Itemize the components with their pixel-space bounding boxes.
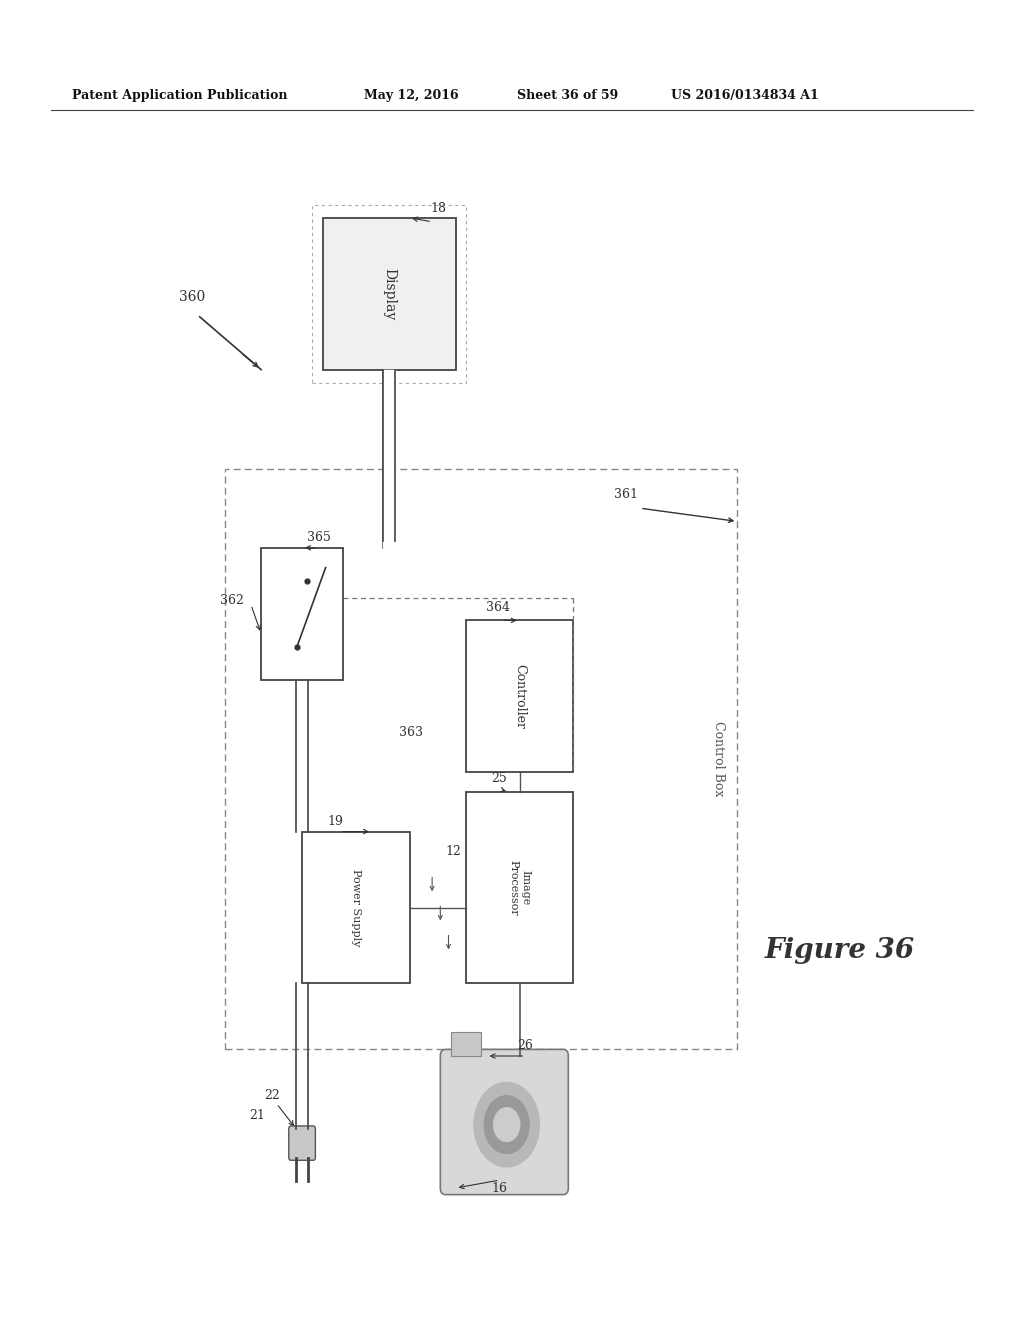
Bar [261, 548, 343, 680]
Bar [451, 1032, 481, 1056]
Text: 22: 22 [264, 1089, 280, 1102]
Text: 12: 12 [445, 845, 462, 858]
Bar [466, 620, 573, 772]
Bar [466, 792, 573, 983]
Bar [323, 218, 456, 370]
Text: US 2016/0134834 A1: US 2016/0134834 A1 [671, 88, 818, 102]
Bar [312, 205, 466, 383]
Circle shape [484, 1096, 529, 1154]
FancyBboxPatch shape [289, 1126, 315, 1160]
Text: Display: Display [382, 268, 396, 319]
Text: Power Supply: Power Supply [351, 869, 360, 946]
Text: Controller: Controller [513, 664, 526, 729]
Text: 362: 362 [220, 594, 244, 607]
Text: 16: 16 [492, 1181, 508, 1195]
Text: 26: 26 [517, 1039, 534, 1052]
Text: Image
Processor: Image Processor [509, 859, 530, 916]
Circle shape [494, 1107, 520, 1142]
Bar [225, 469, 737, 1049]
Text: Patent Application Publication: Patent Application Publication [72, 88, 287, 102]
Text: 21: 21 [249, 1109, 265, 1122]
Text: 361: 361 [614, 488, 638, 502]
Text: 364: 364 [486, 601, 510, 614]
Text: Sheet 36 of 59: Sheet 36 of 59 [517, 88, 618, 102]
Bar [302, 832, 410, 983]
Text: May 12, 2016: May 12, 2016 [364, 88, 458, 102]
Text: 18: 18 [430, 202, 446, 215]
Text: 360: 360 [179, 290, 206, 304]
Text: 363: 363 [399, 726, 423, 739]
Text: Figure 36: Figure 36 [765, 937, 914, 964]
Text: 25: 25 [492, 772, 507, 785]
Text: 19: 19 [328, 814, 344, 828]
Text: Control Box: Control Box [713, 721, 725, 797]
Text: 365: 365 [307, 531, 331, 544]
FancyBboxPatch shape [440, 1049, 568, 1195]
Circle shape [474, 1082, 540, 1167]
